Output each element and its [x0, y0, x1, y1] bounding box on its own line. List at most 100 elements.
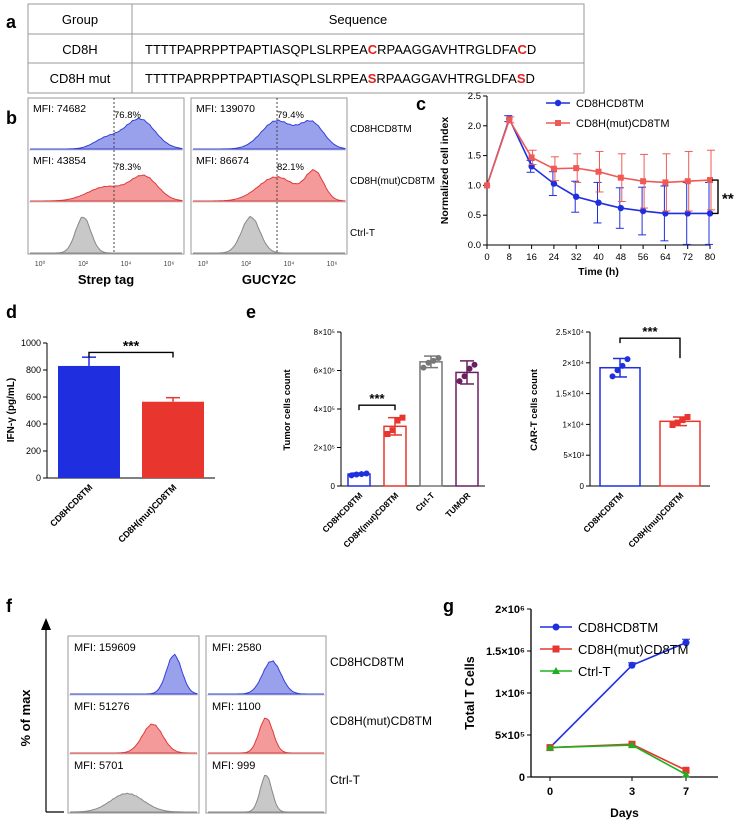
histogram-curve — [208, 660, 324, 695]
mfi-label: MFI: 43854 — [33, 155, 86, 167]
sequence-segment: RPAAGGAVHTRGLDFA — [377, 42, 518, 57]
y-axis-label: Normalized cell index — [439, 117, 451, 225]
data-point — [546, 743, 554, 751]
data-point — [506, 116, 513, 123]
data-point — [528, 154, 535, 161]
panel-c-line-chart: 0.0 0.5 1.0 1.5 2.0 2.5 0 8 16 24 32 40 48 56 64 72 80 Ti… — [439, 91, 734, 278]
histogram-frame — [27, 97, 185, 255]
row-label: CD8HCD8TM — [330, 655, 404, 669]
y-tick-label: 0.0 — [468, 240, 481, 251]
table-row-sequence: TTTTPAPRPPTPAPTIASQPLSLRPEACRPAAGGAVHTRG… — [145, 42, 536, 57]
data-point — [614, 367, 621, 374]
row-label: Ctrl-T — [330, 773, 361, 787]
data-point — [595, 168, 602, 175]
panel-d-bar-chart: 0 200 400 600 800 1000 CD8HCD8TM CD8H(mut)CD8TM… — [6, 337, 215, 545]
y-tick-label: 2×10⁴ — [563, 359, 585, 368]
legend-label: CD8HCD8TM — [576, 98, 644, 110]
data-point — [550, 180, 558, 187]
legend-label: Ctrl-T — [578, 664, 611, 679]
panel-letter-b: b — [6, 108, 17, 128]
y-tick-label: 0 — [519, 772, 525, 784]
y-axis-label: IFN-γ (pg/mL) — [6, 378, 17, 442]
x-tick-label: 10⁰ — [198, 260, 209, 268]
panel-letter-a: a — [6, 12, 17, 32]
data-point — [619, 362, 626, 369]
sequence-segment: D — [527, 42, 536, 57]
y-tick-label: 200 — [26, 446, 41, 456]
percent-label: 76.8% — [114, 110, 141, 121]
data-point — [430, 357, 437, 364]
histogram-frame — [205, 635, 327, 814]
legend-label: CD8H(mut)CD8TM — [578, 642, 689, 657]
x-tick-label: 32 — [571, 252, 582, 263]
x-tick-label: CD8HCD8TM — [48, 482, 94, 528]
data-point — [682, 639, 690, 647]
y-tick-label: 2×10⁵ — [314, 444, 335, 453]
mutated-residue: C — [518, 42, 528, 57]
y-tick-label: 1000 — [21, 338, 41, 348]
y-tick-label: 1.5 — [468, 151, 481, 162]
mfi-label: MFI: 139070 — [196, 103, 255, 115]
x-tick-label: Ctrl-T — [413, 490, 437, 514]
significance-bracket — [358, 404, 396, 411]
histogram-curve — [70, 723, 197, 754]
series-line — [549, 743, 687, 772]
data-point — [707, 177, 713, 184]
table-row-sequence: TTTTPAPRPPTPAPTIASQPLSLRPEASRPAAGGAVHTRG… — [145, 71, 535, 86]
histogram-curve — [70, 653, 198, 695]
y-tick-label: 2×10⁶ — [495, 604, 525, 616]
y-tick-label: 600 — [26, 392, 41, 402]
data-point — [466, 365, 473, 372]
data-point — [617, 174, 624, 181]
significance-marker: *** — [642, 324, 658, 339]
x-tick-label: 10⁴ — [121, 261, 132, 268]
histogram-curve — [30, 174, 183, 202]
significance-bracket — [712, 179, 719, 215]
percent-label: 78.3% — [114, 162, 141, 173]
x-axis-label: Strep tag — [78, 272, 134, 287]
y-tick-label: 400 — [26, 419, 41, 429]
data-point — [394, 417, 401, 424]
histogram-curve — [30, 117, 183, 150]
panel-letter-d: d — [6, 302, 17, 322]
significance-bracket — [619, 337, 681, 359]
mfi-label: MFI: 74682 — [33, 103, 86, 115]
sequence-table: Group Sequence CD8H TTTTPAPRPPTPAPTIASQPL… — [27, 3, 585, 94]
y-tick-label: 1×10⁴ — [563, 420, 585, 429]
sequence-segment: TTTTPAPRPPTPAPTIASQPLSLRPEA — [145, 71, 368, 86]
sequence-segment: TTTTPAPRPPTPAPTIASQPLSLRPEA — [145, 42, 368, 57]
data-point — [384, 431, 391, 438]
y-tick-label: 2.5×10⁴ — [556, 328, 585, 337]
x-tick-label: 80 — [705, 252, 716, 263]
data-point — [628, 661, 636, 669]
panel-e-tumor-chart: 02×10⁵4×10⁵6×10⁵8×10⁵CD8HCD8TMCD8H(mut)C… — [282, 328, 485, 550]
y-tick-label: 6×10⁵ — [314, 367, 335, 376]
significance-marker: ** — [722, 191, 734, 208]
x-tick-label: 24 — [549, 252, 560, 263]
panel-letter-e: e — [246, 302, 256, 322]
data-point — [573, 165, 580, 172]
mutated-residue: C — [368, 42, 378, 57]
mfi-label: MFI: 999 — [212, 760, 255, 772]
data-point — [684, 210, 691, 217]
x-tick-label: 72 — [682, 252, 693, 263]
data-point — [679, 417, 686, 424]
x-tick-label: 10⁰ — [35, 260, 46, 268]
data-point — [595, 199, 602, 206]
arrow-head — [41, 618, 51, 630]
x-axis-label: Time (h) — [578, 266, 619, 278]
y-tick-label: 5×10⁵ — [495, 730, 525, 742]
data-point — [550, 165, 557, 172]
data-point — [640, 178, 647, 185]
table-row-group: CD8H — [62, 42, 97, 57]
x-tick-label: 64 — [660, 252, 671, 263]
x-tick-label: 48 — [616, 252, 627, 263]
data-point — [682, 770, 690, 778]
data-point — [461, 373, 468, 380]
x-tick-label: 40 — [593, 252, 604, 263]
legend-marker — [554, 99, 562, 107]
data-point — [609, 373, 616, 380]
series-line — [549, 641, 687, 749]
bar — [142, 401, 204, 478]
